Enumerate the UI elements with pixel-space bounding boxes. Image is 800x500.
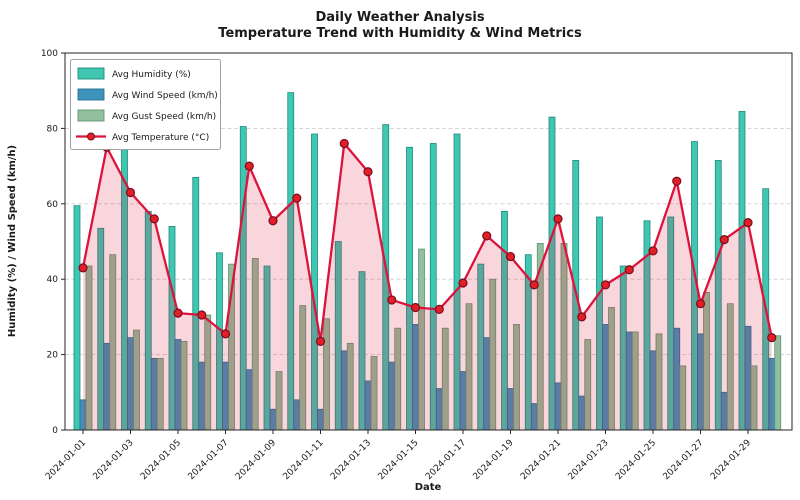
- x-tick-label: 2024-01-13: [329, 438, 373, 482]
- legend-swatch: [77, 109, 105, 122]
- legend-box: [70, 59, 221, 150]
- x-tick-label: 2024-01-05: [139, 438, 183, 482]
- temperature-marker: [149, 214, 159, 224]
- temperature-marker: [505, 251, 516, 262]
- x-tick-label: 2024-01-11: [282, 438, 326, 482]
- plot-frame: [64, 52, 793, 431]
- temperature-marker: [695, 299, 706, 309]
- temperature-marker: [767, 333, 777, 343]
- temperature-marker: [719, 235, 729, 245]
- temperature-marker: [220, 329, 231, 339]
- temperature-marker: [387, 295, 397, 305]
- legend-label: Avg Wind Speed (km/h): [112, 91, 218, 101]
- x-tick-label: 2024-01-03: [92, 438, 136, 482]
- chart-title: Daily Weather Analysis: [315, 10, 484, 25]
- temperature-marker: [648, 246, 658, 256]
- x-tick-label: 2024-01-21: [519, 438, 563, 482]
- temperature-marker: [553, 214, 563, 224]
- temperature-marker: [672, 176, 682, 186]
- y-tick-label: 0: [52, 426, 58, 436]
- gust-bar: [774, 335, 782, 431]
- legend-label: Avg Gust Speed (km/h): [112, 112, 216, 122]
- avg-wind-speed-km-h-bars: [79, 324, 776, 431]
- x-tick-label: 2024-01-09: [234, 438, 278, 482]
- x-tick-label: 2024-01-23: [567, 438, 611, 482]
- x-axis-label: Date: [415, 482, 442, 493]
- legend-swatch: [77, 67, 105, 80]
- temperature-marker: [244, 161, 254, 171]
- x-tick-label: 2024-01-27: [662, 438, 706, 482]
- temperature-marker: [482, 231, 492, 241]
- temperature-marker: [624, 265, 634, 275]
- legend-marker-sample: [86, 132, 96, 141]
- x-tick-label: 2024-01-29: [709, 438, 753, 482]
- x-tick-label: 2024-01-01: [44, 438, 88, 482]
- legend: Avg Humidity (%) Avg Wind Speed (km/h) Avg…: [70, 59, 221, 150]
- y-axis-label: Humidity (%) / Wind Speed (km/h): [7, 145, 18, 337]
- temperature-marker: [458, 278, 468, 288]
- temperature-marker: [529, 280, 539, 290]
- temperature-marker: [78, 263, 88, 273]
- y-tick-label: 60: [47, 200, 59, 210]
- y-tick-label: 40: [47, 275, 59, 285]
- temperature-marker: [410, 302, 421, 313]
- temperature-marker: [339, 138, 349, 149]
- x-tick-label: 2024-01-19: [472, 438, 516, 482]
- legend-label: Avg Temperature (°C): [112, 133, 209, 143]
- temperature-marker: [292, 193, 302, 203]
- temperature-marker: [125, 187, 136, 198]
- temperature-markers: [78, 138, 777, 347]
- temperature-marker: [577, 312, 587, 322]
- temperature-marker: [197, 310, 207, 320]
- humidity-bar: [73, 205, 81, 431]
- y-tick-label: 20: [47, 351, 59, 361]
- x-tick-label: 2024-01-15: [377, 438, 421, 482]
- y-tick-label: 100: [41, 49, 58, 59]
- y-tick-label: 80: [47, 124, 59, 134]
- temperature-marker: [743, 218, 753, 228]
- x-tick-label: 2024-01-07: [187, 438, 231, 482]
- avg-humidity-bars: [73, 92, 770, 431]
- legend-label: Avg Humidity (%): [112, 70, 191, 80]
- temperature-marker: [434, 304, 444, 314]
- chart-subtitle: Temperature Trend with Humidity & Wind M…: [218, 26, 582, 41]
- temperature-marker: [268, 216, 278, 226]
- temperature-marker: [315, 336, 326, 347]
- temperature-marker: [173, 308, 183, 318]
- temperature-marker: [363, 167, 373, 177]
- temperature-marker: [600, 280, 611, 290]
- x-tick-label: 2024-01-25: [614, 438, 658, 482]
- x-tick-label: 2024-01-17: [424, 438, 468, 482]
- legend-swatch: [77, 88, 105, 101]
- temperature-area: [83, 143, 772, 431]
